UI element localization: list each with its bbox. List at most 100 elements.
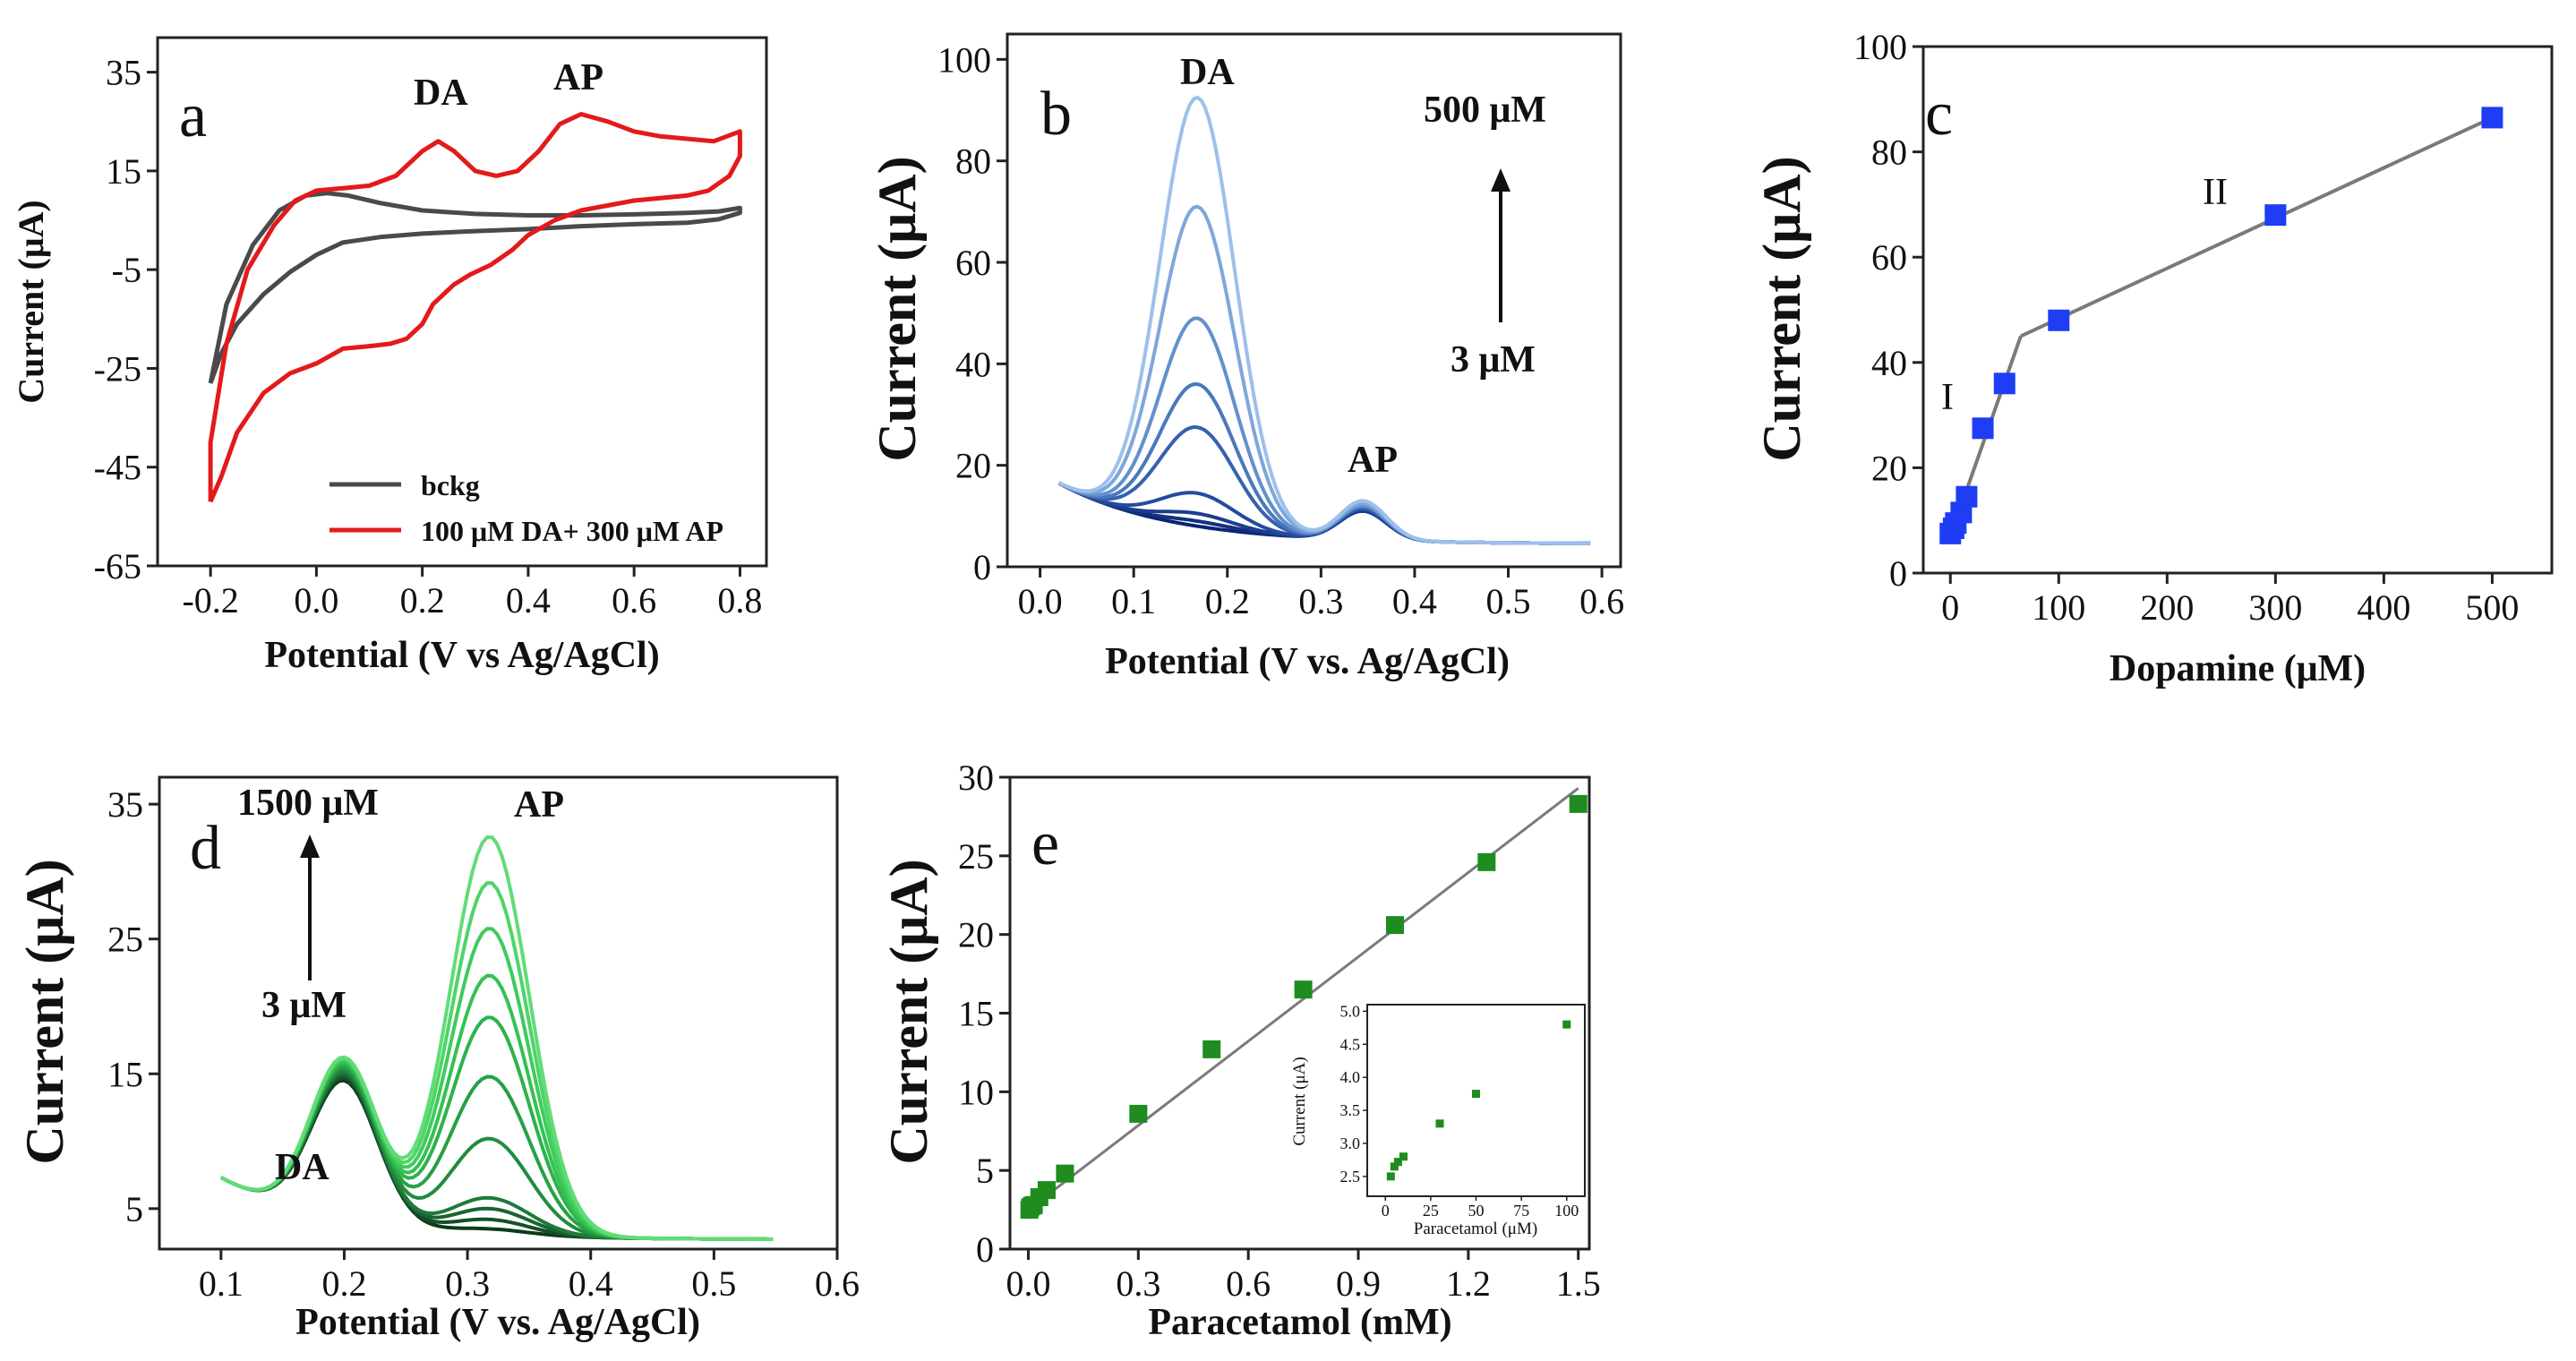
- y-tick-label: 0: [1889, 553, 1907, 594]
- inset-x-tick-label: 100: [1554, 1202, 1579, 1220]
- panel-c-xlabel: Dopamine (μM): [2110, 648, 2366, 689]
- panel-e-inset-xlabel: Paracetamol (μM): [1414, 1220, 1537, 1238]
- legend-label-da-ap: 100 μM DA+ 300 μM AP: [421, 515, 723, 547]
- panel-e-ylabel: Current (μA): [879, 859, 938, 1164]
- panel-e: 0.0 0.3 0.6 0.9 1.2 1.5 0 5 10 15 20 25 30 e 0 25 50 75…: [879, 758, 1601, 1343]
- legend-label-bckg: bckg: [421, 469, 480, 501]
- x-tick-label: 0.4: [569, 1263, 613, 1304]
- data-point: [1956, 485, 1978, 508]
- panel-d-xlabel: Potential (V vs. Ag/AgCl): [295, 1302, 700, 1343]
- y-tick-label: 20: [1871, 448, 1907, 488]
- y-tick-label: -65: [94, 546, 141, 586]
- voltammogram-curve: [1057, 381, 1591, 545]
- x-tick-label: 0.4: [506, 580, 551, 621]
- x-tick-label: 0.6: [815, 1263, 860, 1304]
- inset-data-point: [1393, 1158, 1402, 1167]
- x-tick-label: 0.6: [1579, 581, 1624, 621]
- data-point: [1993, 372, 2015, 395]
- panel-d-annotation-high: 1500 μM: [237, 783, 379, 824]
- data-point: [1972, 417, 1994, 440]
- y-tick-label: 25: [107, 920, 143, 960]
- data-point: [1056, 1164, 1074, 1183]
- panel-b-letter: b: [1040, 80, 1072, 149]
- x-tick-label: 0.0: [294, 580, 338, 621]
- inset-y-tick-label: 4.5: [1340, 1035, 1361, 1053]
- x-tick-label: 0.5: [691, 1263, 736, 1304]
- x-tick-label: 0.2: [400, 580, 445, 621]
- y-tick-label: 100: [1853, 27, 1907, 67]
- y-tick-label: -45: [94, 448, 141, 488]
- y-tick-label: 40: [1871, 343, 1907, 383]
- panel-a-frame: [156, 36, 768, 568]
- x-tick-label: 0: [1941, 587, 1959, 628]
- inset-data-point: [1386, 1172, 1395, 1181]
- panel-b-annotation-low: 3 μM: [1451, 339, 1536, 381]
- panel-a-annotation-da: DA: [414, 73, 468, 114]
- x-tick-label: 0.3: [445, 1263, 490, 1304]
- x-tick-label: 300: [2248, 587, 2302, 628]
- x-tick-label: 0.1: [199, 1263, 244, 1304]
- x-tick-label: 400: [2357, 587, 2410, 628]
- panel-a-annotation-ap: AP: [553, 57, 603, 98]
- inset-data-point: [1562, 1020, 1571, 1029]
- inset-data-point: [1435, 1119, 1444, 1128]
- panel-c-letter-text: c: [1925, 80, 1953, 149]
- inset-y-tick-label: 2.5: [1340, 1168, 1361, 1186]
- y-tick-label: 20: [955, 446, 991, 486]
- inset-x-tick-label: 25: [1423, 1202, 1439, 1220]
- y-tick-label: 35: [106, 53, 141, 93]
- voltammogram-curve: [219, 835, 774, 1241]
- panel-a-xlabel: Potential (V vs Ag/AgCl): [264, 635, 659, 676]
- panel-d-arrow-head: [300, 835, 320, 858]
- panel-c-ylabel: Current (μA): [1752, 156, 1811, 461]
- panel-b: 0.0 0.1 0.2 0.3 0.4 0.5 0.6 0 20 40 60 80 100 b DA A…: [868, 32, 1624, 682]
- inset-x-tick-label: 75: [1513, 1202, 1529, 1220]
- x-tick-label: 0.0: [1018, 581, 1063, 621]
- inset-y-tick-label: 4.0: [1340, 1068, 1361, 1086]
- voltammogram-curve: [219, 927, 774, 1241]
- cv-curve-bckg: [208, 191, 742, 384]
- inset-data-point: [1399, 1152, 1408, 1161]
- x-tick-label: 200: [2140, 587, 2194, 628]
- data-point: [2264, 204, 2287, 227]
- x-tick-label: 100: [2032, 587, 2085, 628]
- panel-a-ylabel: Current (μA): [11, 200, 51, 403]
- voltammogram-curve: [1057, 95, 1591, 545]
- data-point: [1294, 980, 1313, 999]
- x-tick-label: 0.2: [321, 1263, 366, 1304]
- cv-curve-da-ap: [208, 112, 742, 503]
- y-tick-label: 5: [125, 1189, 143, 1229]
- y-tick-label: 0: [973, 547, 991, 587]
- x-tick-label: 0.6: [612, 580, 656, 621]
- panel-d-ylabel: Current (μA): [15, 859, 74, 1164]
- x-tick-label: 0.6: [1226, 1263, 1271, 1304]
- panel-c: 0 100 200 300 400 500 0 20 40 60 80 100 c I II Dopa…: [1752, 27, 2554, 689]
- x-tick-label: -0.2: [182, 580, 238, 621]
- y-tick-label: 100: [937, 39, 991, 80]
- y-tick-label: 30: [958, 758, 994, 798]
- x-tick-label: 1.5: [1556, 1263, 1601, 1304]
- inset-data-point: [1472, 1090, 1480, 1099]
- inset-x-tick-label: 0: [1382, 1202, 1390, 1220]
- panel-d: 0.1 0.2 0.3 0.4 0.5 0.6 5 15 25 35 d AP 1500 μM 3…: [15, 775, 860, 1343]
- panel-e-xlabel: Paracetamol (mM): [1148, 1302, 1451, 1343]
- fit-line: [2020, 116, 2494, 338]
- y-tick-label: 20: [958, 915, 994, 955]
- x-tick-label: 1.2: [1446, 1263, 1491, 1304]
- y-tick-label: 15: [106, 151, 141, 192]
- data-point: [1569, 794, 1588, 813]
- x-tick-label: 0.1: [1111, 581, 1156, 621]
- inset-y-tick-label: 3.0: [1340, 1134, 1361, 1152]
- y-tick-label: -25: [94, 348, 141, 389]
- y-tick-label: 15: [107, 1054, 143, 1094]
- panel-d-annotation-da: DA: [275, 1147, 329, 1188]
- data-point: [1477, 852, 1496, 871]
- x-tick-label: 0.8: [717, 580, 762, 621]
- y-tick-label: -5: [112, 250, 141, 290]
- y-tick-label: 60: [1871, 237, 1907, 278]
- data-point: [1385, 916, 1404, 935]
- panel-b-annotation-high: 500 μM: [1424, 90, 1546, 131]
- panel-e-letter: e: [1031, 809, 1059, 878]
- y-tick-label: 80: [955, 141, 991, 182]
